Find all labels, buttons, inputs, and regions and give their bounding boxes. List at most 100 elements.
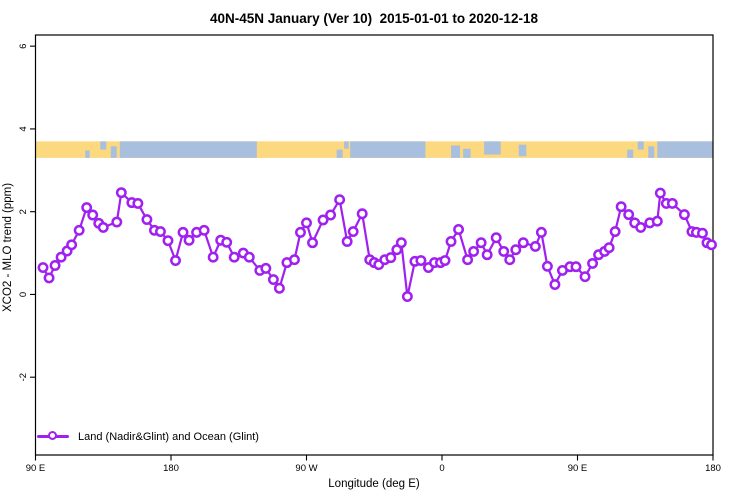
map-band-ocean-patch [463,148,471,158]
x-tick-label: 90 E [568,463,588,474]
data-point [301,217,312,229]
data-point [267,274,279,286]
data-point [401,291,413,302]
data-point [221,236,233,248]
data-point [228,251,240,263]
data-point [609,226,621,238]
map-band-ocean [350,141,426,158]
x-tick-label: 0 [439,463,444,474]
y-tick-label: -2 [18,373,29,381]
data-point [198,224,210,236]
data-point [654,187,666,199]
data-point [347,226,359,238]
data-point [207,251,219,263]
data-point [462,254,474,266]
data-point [504,254,516,266]
data-point [87,209,99,221]
data-point [445,236,457,247]
data-point [510,244,522,256]
data-point [273,282,285,294]
y-tick-label: 2 [18,209,29,214]
data-point [678,209,690,221]
data-point [439,255,451,266]
map-band-ocean-patch [637,141,644,150]
data-point [535,226,547,238]
data-point [260,262,272,274]
data-point [162,235,174,247]
map-band-ocean [119,141,257,158]
legend-line-marker-icon [37,430,69,443]
data-point [395,237,407,249]
map-band-ocean-patch [336,149,343,158]
x-tick-label: 180 [163,463,179,474]
x-axis-title: Longitude (deg E) [328,478,420,490]
map-band-ocean-patch [451,145,461,158]
data-point [529,240,541,252]
data-point [325,209,337,221]
data-point [603,242,615,254]
legend-label: Land (Nadir&Glint) and Ocean (Glint) [78,430,259,443]
x-tick-label: 90 E [26,463,46,474]
data-point [97,221,109,233]
y-tick-label: 4 [18,126,29,131]
data-point [37,262,49,274]
data-point [73,224,85,236]
data-point [43,272,55,284]
data-point [177,226,189,238]
data-point [111,216,123,228]
data-point [666,197,678,209]
data-point [475,237,487,249]
map-band-ocean-patch [344,141,349,149]
data-point [706,239,717,251]
data-point [55,251,67,263]
data-point [49,260,61,271]
data-point [517,237,529,249]
data-point [341,236,353,247]
data-point [468,245,480,257]
data-point [141,214,153,226]
data-point [453,224,465,235]
legend: Land (Nadir&Glint) and Ocean (Glint) [37,430,259,443]
map-band-ocean-patch [100,141,107,150]
map-band-ocean-patch [627,149,634,158]
legend-circle-icon [48,431,57,440]
data-point [615,201,627,213]
data-point [385,252,397,264]
data-point [651,215,663,227]
data-point [356,208,368,220]
data-point [243,251,255,263]
data-point [498,245,510,257]
map-band-ocean-patch [518,144,527,157]
chart-title: 40N-45N January (Ver 10) 2015-01-01 to 2… [210,11,538,26]
data-point [132,197,144,209]
data-point [570,261,582,273]
data-point [115,187,127,199]
data-point [697,227,708,239]
data-point [66,239,78,251]
data-point [295,226,306,238]
x-tick-label: 90 W [295,463,317,474]
data-point [549,279,561,290]
data-point [334,194,346,206]
data-point [81,202,93,214]
map-band-ocean [657,141,713,158]
map-band-ocean-patch [484,141,501,155]
y-tick-label: 6 [18,44,29,49]
data-point [155,226,166,238]
data-point [623,209,635,221]
data-point [317,214,329,226]
data-point [587,257,599,269]
data-point [635,221,647,233]
data-point [289,254,300,266]
data-point [307,237,318,249]
data-point [579,271,591,283]
x-tick-label: 180 [705,463,721,474]
data-point [541,260,553,272]
data-point [481,249,493,261]
map-band-ocean-patch [648,146,655,158]
data-point [415,255,427,266]
data-point [170,255,181,266]
map-band-ocean-patch [110,146,117,158]
